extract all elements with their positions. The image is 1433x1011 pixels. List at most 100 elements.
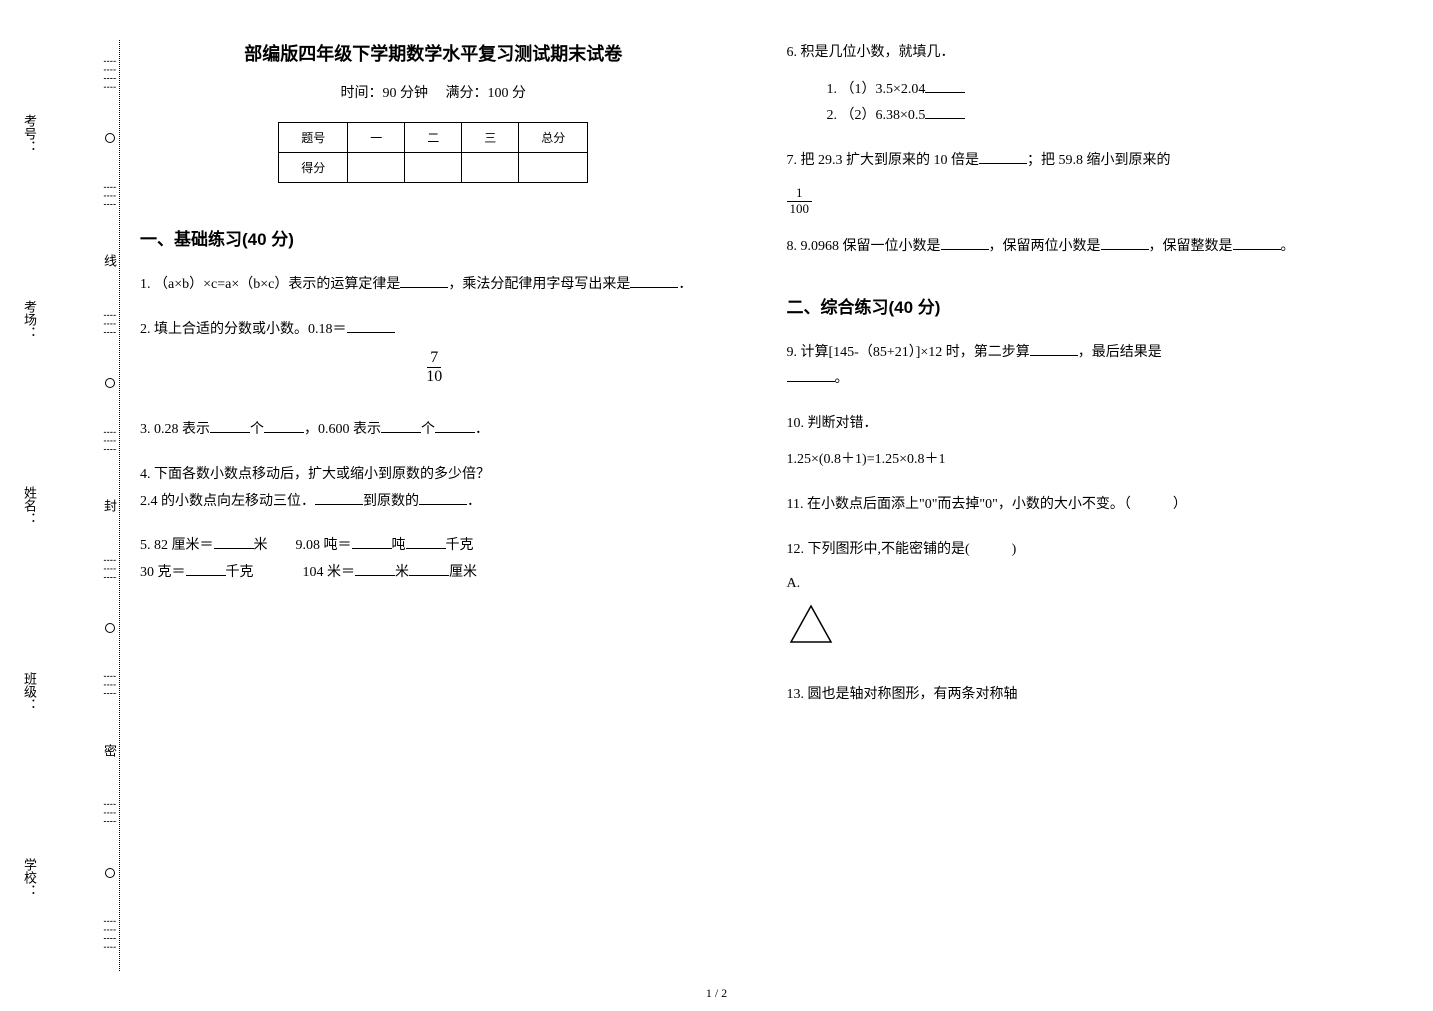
seal-dots: ┊┊┊: [103, 184, 116, 210]
q2-text: 2. 填上合适的分数或小数。0.18＝: [140, 322, 347, 337]
fill-blank: [630, 274, 678, 288]
question-10: 10. 判断对错． 1.25×(0.8＋1)=1.25×0.8＋1: [787, 411, 1374, 474]
fill-blank: [409, 562, 449, 576]
seal-dots: ┊┊┊: [103, 557, 116, 583]
q5-f: 30 克＝: [140, 565, 186, 580]
q5-e: 千克: [446, 538, 474, 553]
q8-b: ，保留两位小数是: [989, 239, 1101, 254]
fill-blank: [347, 319, 395, 333]
fill-blank: [381, 419, 421, 433]
fill-blank: [264, 419, 304, 433]
q8-c: ，保留整数是: [1149, 239, 1233, 254]
seal-dots: ┊┊┊: [103, 312, 116, 338]
q4-mid: 到原数的: [363, 494, 419, 509]
seal-dots: ┊┊┊: [103, 429, 116, 455]
question-6: 6. 积是几位小数，就填几． 1. （1）3.5×2.04 2. （2）6.38…: [787, 40, 1374, 130]
seal-char: 密: [100, 736, 119, 765]
td-blank: [405, 153, 462, 183]
q12-text: 12. 下列图形中,不能密铺的是( ): [787, 537, 1374, 564]
side-label-name: 姓名：: [20, 478, 39, 533]
q3-d: 个: [421, 422, 435, 437]
binding-side-panel: 学校： 班级： 姓名： 考场： 考号： ┊┊┊┊ ┊┊┊ 密 ┊┊┊ ┊┊┊ 封…: [20, 40, 120, 971]
side-label-school: 学校：: [20, 850, 39, 905]
q7-b: ；把 59.8 缩小到原来的: [1027, 153, 1171, 168]
fill-blank: [400, 274, 448, 288]
right-column: 6. 积是几位小数，就填几． 1. （1）3.5×2.04 2. （2）6.38…: [787, 40, 1374, 991]
question-5: 5. 82 厘米＝米 9.08 吨＝吨千克 30 克＝千克 104 米＝米厘米: [140, 533, 727, 586]
fill-blank: [419, 491, 467, 505]
q10-text: 10. 判断对错．: [787, 411, 1374, 438]
td-blank: [348, 153, 405, 183]
fill-blank: [186, 562, 226, 576]
page-content: 部编版四年级下学期数学水平复习测试期末试卷 时间：90 分钟 满分：100 分 …: [140, 40, 1373, 991]
question-11: 11. 在小数点后面添上"0"而去掉"0"，小数的大小不变。（ ）: [787, 492, 1374, 519]
table-row: 得分: [279, 153, 588, 183]
time-label: 时间：90 分钟: [341, 86, 429, 101]
side-label-class: 班级：: [20, 664, 39, 719]
question-12: 12. 下列图形中,不能密铺的是( ) A.: [787, 537, 1374, 665]
question-13: 13. 圆也是轴对称图形，有两条对称轴: [787, 682, 1374, 709]
question-2: 2. 填上合适的分数或小数。0.18＝ 7 10: [140, 317, 727, 400]
td-score-label: 得分: [279, 153, 348, 183]
q5-c: 9.08 吨＝: [296, 538, 352, 553]
q4-end: ．: [467, 494, 481, 509]
section2-heading: 二、综合练习(40 分): [787, 293, 1374, 318]
q9-b: ，最后结果是: [1078, 345, 1162, 360]
fullmark-label: 满分：100 分: [446, 86, 527, 101]
seal-circle-icon: [105, 378, 115, 388]
section1-heading: 一、基础练习(40 分): [140, 225, 727, 250]
q6-2: 2. （2）6.38×0.5: [827, 108, 926, 123]
fill-blank: [925, 79, 965, 93]
q10-expr: 1.25×(0.8＋1)=1.25×0.8＋1: [787, 447, 1374, 474]
seal-dots: ┊┊┊┊: [103, 58, 116, 93]
fraction-1-100: 1 100: [787, 186, 813, 216]
exam-title: 部编版四年级下学期数学水平复习测试期末试卷: [140, 40, 727, 66]
seal-circle-icon: [105, 868, 115, 878]
question-4: 4. 下面各数小数点移动后，扩大或缩小到原数的多少倍？ 2.4 的小数点向左移动…: [140, 462, 727, 515]
score-table: 题号 一 二 三 总分 得分: [278, 122, 588, 183]
fill-blank: [210, 419, 250, 433]
seal-char: 封: [100, 491, 119, 520]
fill-blank: [925, 105, 965, 119]
question-1: 1. （a×b）×c=a×（b×c）表示的运算定律是 ，乘法分配律用字母写出来是 ．: [140, 272, 727, 299]
q5-j: 厘米: [449, 565, 477, 580]
q5-h: 104 米＝: [303, 565, 356, 580]
td-blank: [519, 153, 588, 183]
q3-e: ．: [475, 422, 489, 437]
q1-text-a: 1. （a×b）×c=a×（b×c）表示的运算定律是: [140, 277, 400, 292]
fill-blank: [435, 419, 475, 433]
side-labels-column: 学校： 班级： 姓名： 考场： 考号：: [20, 40, 39, 971]
fraction-7-10: 7 10: [142, 349, 727, 385]
q8-a: 8. 9.0968 保留一位小数是: [787, 239, 941, 254]
q4-text: 4. 下面各数小数点移动后，扩大或缩小到原数的多少倍？: [140, 462, 727, 489]
left-column: 部编版四年级下学期数学水平复习测试期末试卷 时间：90 分钟 满分：100 分 …: [140, 40, 727, 991]
q1-text-c: ．: [678, 277, 692, 292]
fill-blank: [355, 562, 395, 576]
q3-a: 3. 0.28 表示: [140, 422, 210, 437]
side-label-id: 考号：: [20, 106, 39, 161]
q6-1: 1. （1）3.5×2.04: [827, 82, 926, 97]
fill-blank: [979, 150, 1027, 164]
fill-blank: [1030, 342, 1078, 356]
q5-d: 吨: [392, 538, 406, 553]
side-seal-column: ┊┊┊┊ ┊┊┊ 密 ┊┊┊ ┊┊┊ 封 ┊┊┊ ┊┊┊ 线 ┊┊┊ ┊┊┊┊: [100, 40, 119, 971]
th-num: 题号: [279, 123, 348, 153]
question-3: 3. 0.28 表示 个 ，0.600 表示 个 ．: [140, 417, 727, 444]
q1-text-b: ，乘法分配律用字母写出来是: [448, 277, 630, 292]
fill-blank: [315, 491, 363, 505]
q8-d: 。: [1281, 239, 1295, 254]
q3-b: 个: [250, 422, 264, 437]
q7-a: 7. 把 29.3 扩大到原来的 10 倍是: [787, 153, 980, 168]
fill-blank: [787, 368, 835, 382]
q5-a: 5. 82 厘米＝: [140, 538, 214, 553]
page-number: 1 / 2: [706, 986, 727, 1001]
th-total: 总分: [519, 123, 588, 153]
fill-blank: [1233, 236, 1281, 250]
triangle-icon: [789, 604, 1374, 655]
th-3: 三: [462, 123, 519, 153]
question-9: 9. 计算[145-（85+21）]×12 时，第二步算，最后结果是。: [787, 340, 1374, 393]
frac-den: 100: [787, 202, 813, 216]
q6-text: 6. 积是几位小数，就填几．: [787, 40, 1374, 67]
q3-c: ，0.600 表示: [304, 422, 381, 437]
seal-dots: ┊┊┊: [103, 673, 116, 699]
